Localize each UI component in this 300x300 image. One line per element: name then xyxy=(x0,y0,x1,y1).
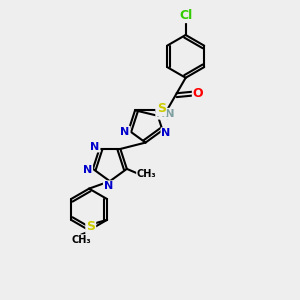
Text: CH₃: CH₃ xyxy=(71,235,91,245)
Text: N: N xyxy=(161,128,171,138)
Text: Cl: Cl xyxy=(179,9,192,22)
Text: S: S xyxy=(86,220,95,233)
Text: O: O xyxy=(193,87,203,100)
Text: HN: HN xyxy=(156,109,175,119)
Text: N: N xyxy=(90,142,100,152)
Text: CH₃: CH₃ xyxy=(137,169,157,179)
Text: N: N xyxy=(120,127,130,137)
Text: S: S xyxy=(157,102,166,115)
Text: N: N xyxy=(83,165,92,176)
Text: N: N xyxy=(104,181,113,191)
